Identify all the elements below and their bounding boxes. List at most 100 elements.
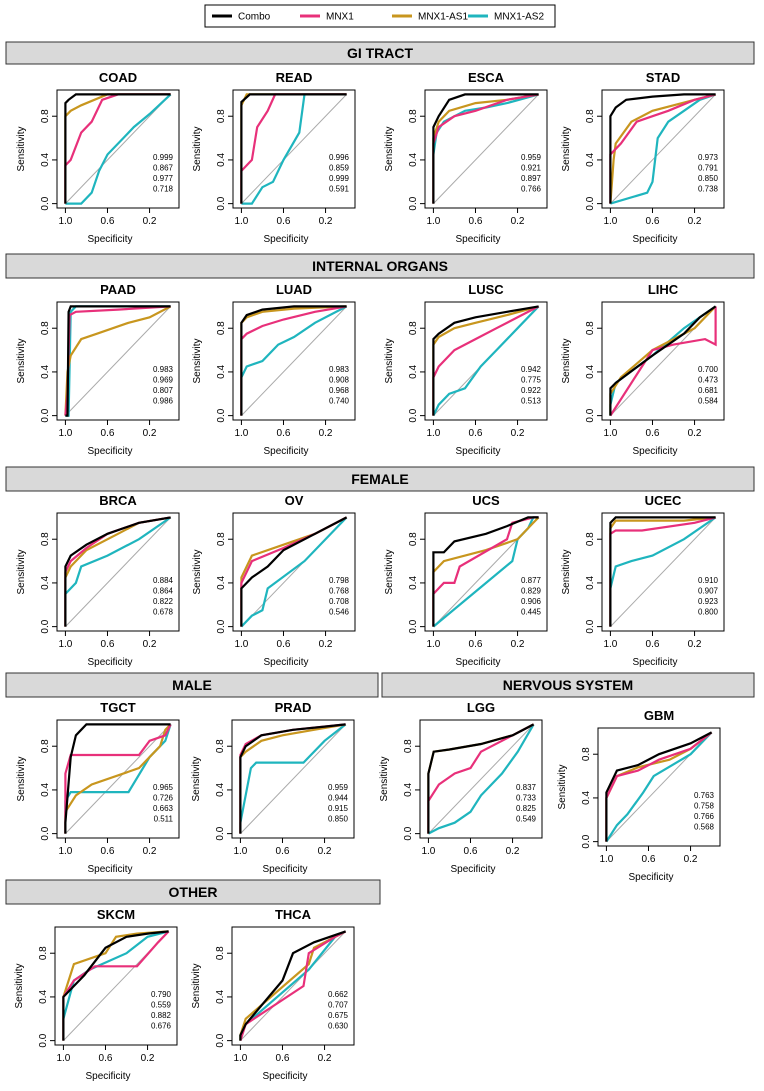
auc-label: 0.768 (329, 587, 350, 596)
plot-box (54, 926, 178, 1046)
x-axis-label: Specificity (263, 234, 308, 245)
reference-line (240, 724, 346, 834)
auc-label: 0.707 (328, 1001, 349, 1010)
auc-label: 0.999 (153, 153, 174, 162)
x-axis-label: Specificity (87, 864, 132, 875)
auc-label: 0.959 (521, 153, 542, 162)
y-tick-label: 0.8 (408, 109, 419, 123)
auc-label: 0.662 (328, 990, 349, 999)
y-tick-label: 0.8 (585, 532, 596, 546)
panel-title: UCEC (645, 493, 682, 508)
x-tick-label: 0.2 (511, 639, 525, 650)
x-tick-label: 0.2 (318, 1053, 332, 1064)
reference-line (65, 517, 171, 627)
x-tick-label: 0.2 (318, 846, 332, 857)
auc-label: 0.800 (698, 608, 719, 617)
y-tick-label: 0.4 (216, 153, 227, 167)
y-tick-label: 0.4 (403, 783, 414, 797)
y-tick-label: 0.8 (215, 739, 226, 753)
y-tick-label: 0.4 (408, 153, 419, 167)
auc-label: 0.473 (698, 376, 719, 385)
legend-label: Combo (238, 12, 271, 23)
roc-curve (427, 723, 535, 834)
roc-curve (65, 305, 171, 417)
y-axis-label: Sensitivity (384, 549, 395, 594)
y-tick-label: 0.8 (216, 109, 227, 123)
plot-box (597, 727, 721, 847)
reference-line (65, 306, 171, 416)
y-tick-label: 0.4 (408, 576, 419, 590)
plot-box (424, 89, 548, 209)
auc-label: 0.708 (329, 597, 350, 606)
x-tick-label: 1.0 (233, 1053, 247, 1064)
section-title: NERVOUS SYSTEM (503, 677, 633, 693)
auc-label: 0.999 (329, 174, 350, 183)
x-tick-label: 0.6 (101, 846, 115, 857)
panel-title: BRCA (99, 493, 137, 508)
roc-curve (65, 93, 172, 205)
y-axis-label: Sensitivity (561, 549, 572, 594)
y-tick-label: 0.0 (585, 408, 596, 422)
auc-label: 0.663 (153, 804, 174, 813)
y-tick-label: 0.0 (581, 834, 592, 848)
x-tick-label: 0.2 (688, 216, 702, 227)
x-tick-label: 0.2 (143, 428, 157, 439)
roc-curve (64, 723, 171, 834)
x-axis-label: Specificity (85, 1071, 130, 1082)
y-tick-label: 0.8 (216, 532, 227, 546)
panel-title: PAAD (100, 282, 136, 297)
panel-title: LUSC (468, 282, 504, 297)
auc-label: 0.986 (153, 397, 174, 406)
x-tick-label: 1.0 (58, 846, 72, 857)
y-tick-label: 0.4 (40, 576, 51, 590)
y-axis-label: Sensitivity (16, 338, 27, 383)
y-tick-label: 0.0 (216, 196, 227, 210)
y-tick-label: 0.0 (408, 196, 419, 210)
x-tick-label: 1.0 (56, 1053, 70, 1064)
panel-title: LGG (467, 700, 495, 715)
x-tick-label: 0.2 (143, 639, 157, 650)
roc-curve (240, 93, 347, 204)
section-header (381, 672, 755, 698)
roc-curve (610, 93, 716, 205)
panel-title: PRAD (275, 700, 312, 715)
y-tick-label: 0.8 (38, 946, 49, 960)
y-tick-label: 0.8 (216, 321, 227, 335)
x-tick-label: 0.6 (646, 428, 660, 439)
legend-label: MNX1 (326, 12, 354, 23)
roc-curve (432, 516, 539, 627)
x-tick-label: 1.0 (603, 216, 617, 227)
auc-label: 0.906 (521, 597, 542, 606)
x-tick-label: 1.0 (58, 216, 72, 227)
x-tick-label: 0.2 (143, 846, 157, 857)
reference-line (240, 931, 346, 1041)
plot-box (231, 926, 355, 1046)
x-axis-label: Specificity (628, 872, 673, 883)
auc-label: 0.910 (698, 576, 719, 585)
roc-curve (432, 305, 540, 417)
x-axis-label: Specificity (455, 657, 500, 668)
y-tick-label: 0.4 (585, 576, 596, 590)
y-tick-label: 0.4 (216, 365, 227, 379)
y-tick-label: 0.0 (408, 619, 419, 633)
auc-label: 0.738 (698, 185, 719, 194)
plot-box (424, 301, 548, 421)
y-tick-label: 0.8 (585, 109, 596, 123)
auc-label: 0.733 (516, 794, 537, 803)
auc-label: 0.584 (698, 397, 719, 406)
x-tick-label: 0.6 (464, 846, 478, 857)
reference-line (241, 94, 347, 204)
x-tick-label: 0.6 (101, 428, 115, 439)
plot-box (56, 89, 180, 209)
y-axis-label: Sensitivity (16, 549, 27, 594)
auc-label: 0.850 (328, 815, 349, 824)
roc-curve (239, 930, 346, 1041)
auc-label: 0.513 (521, 397, 542, 406)
y-tick-label: 0.8 (408, 321, 419, 335)
auc-label: 0.740 (329, 397, 350, 406)
auc-label: 0.977 (153, 174, 174, 183)
panel-title: LUAD (276, 282, 312, 297)
auc-label: 0.700 (698, 365, 719, 374)
panel-title: OV (285, 493, 304, 508)
x-axis-label: Specificity (632, 657, 677, 668)
